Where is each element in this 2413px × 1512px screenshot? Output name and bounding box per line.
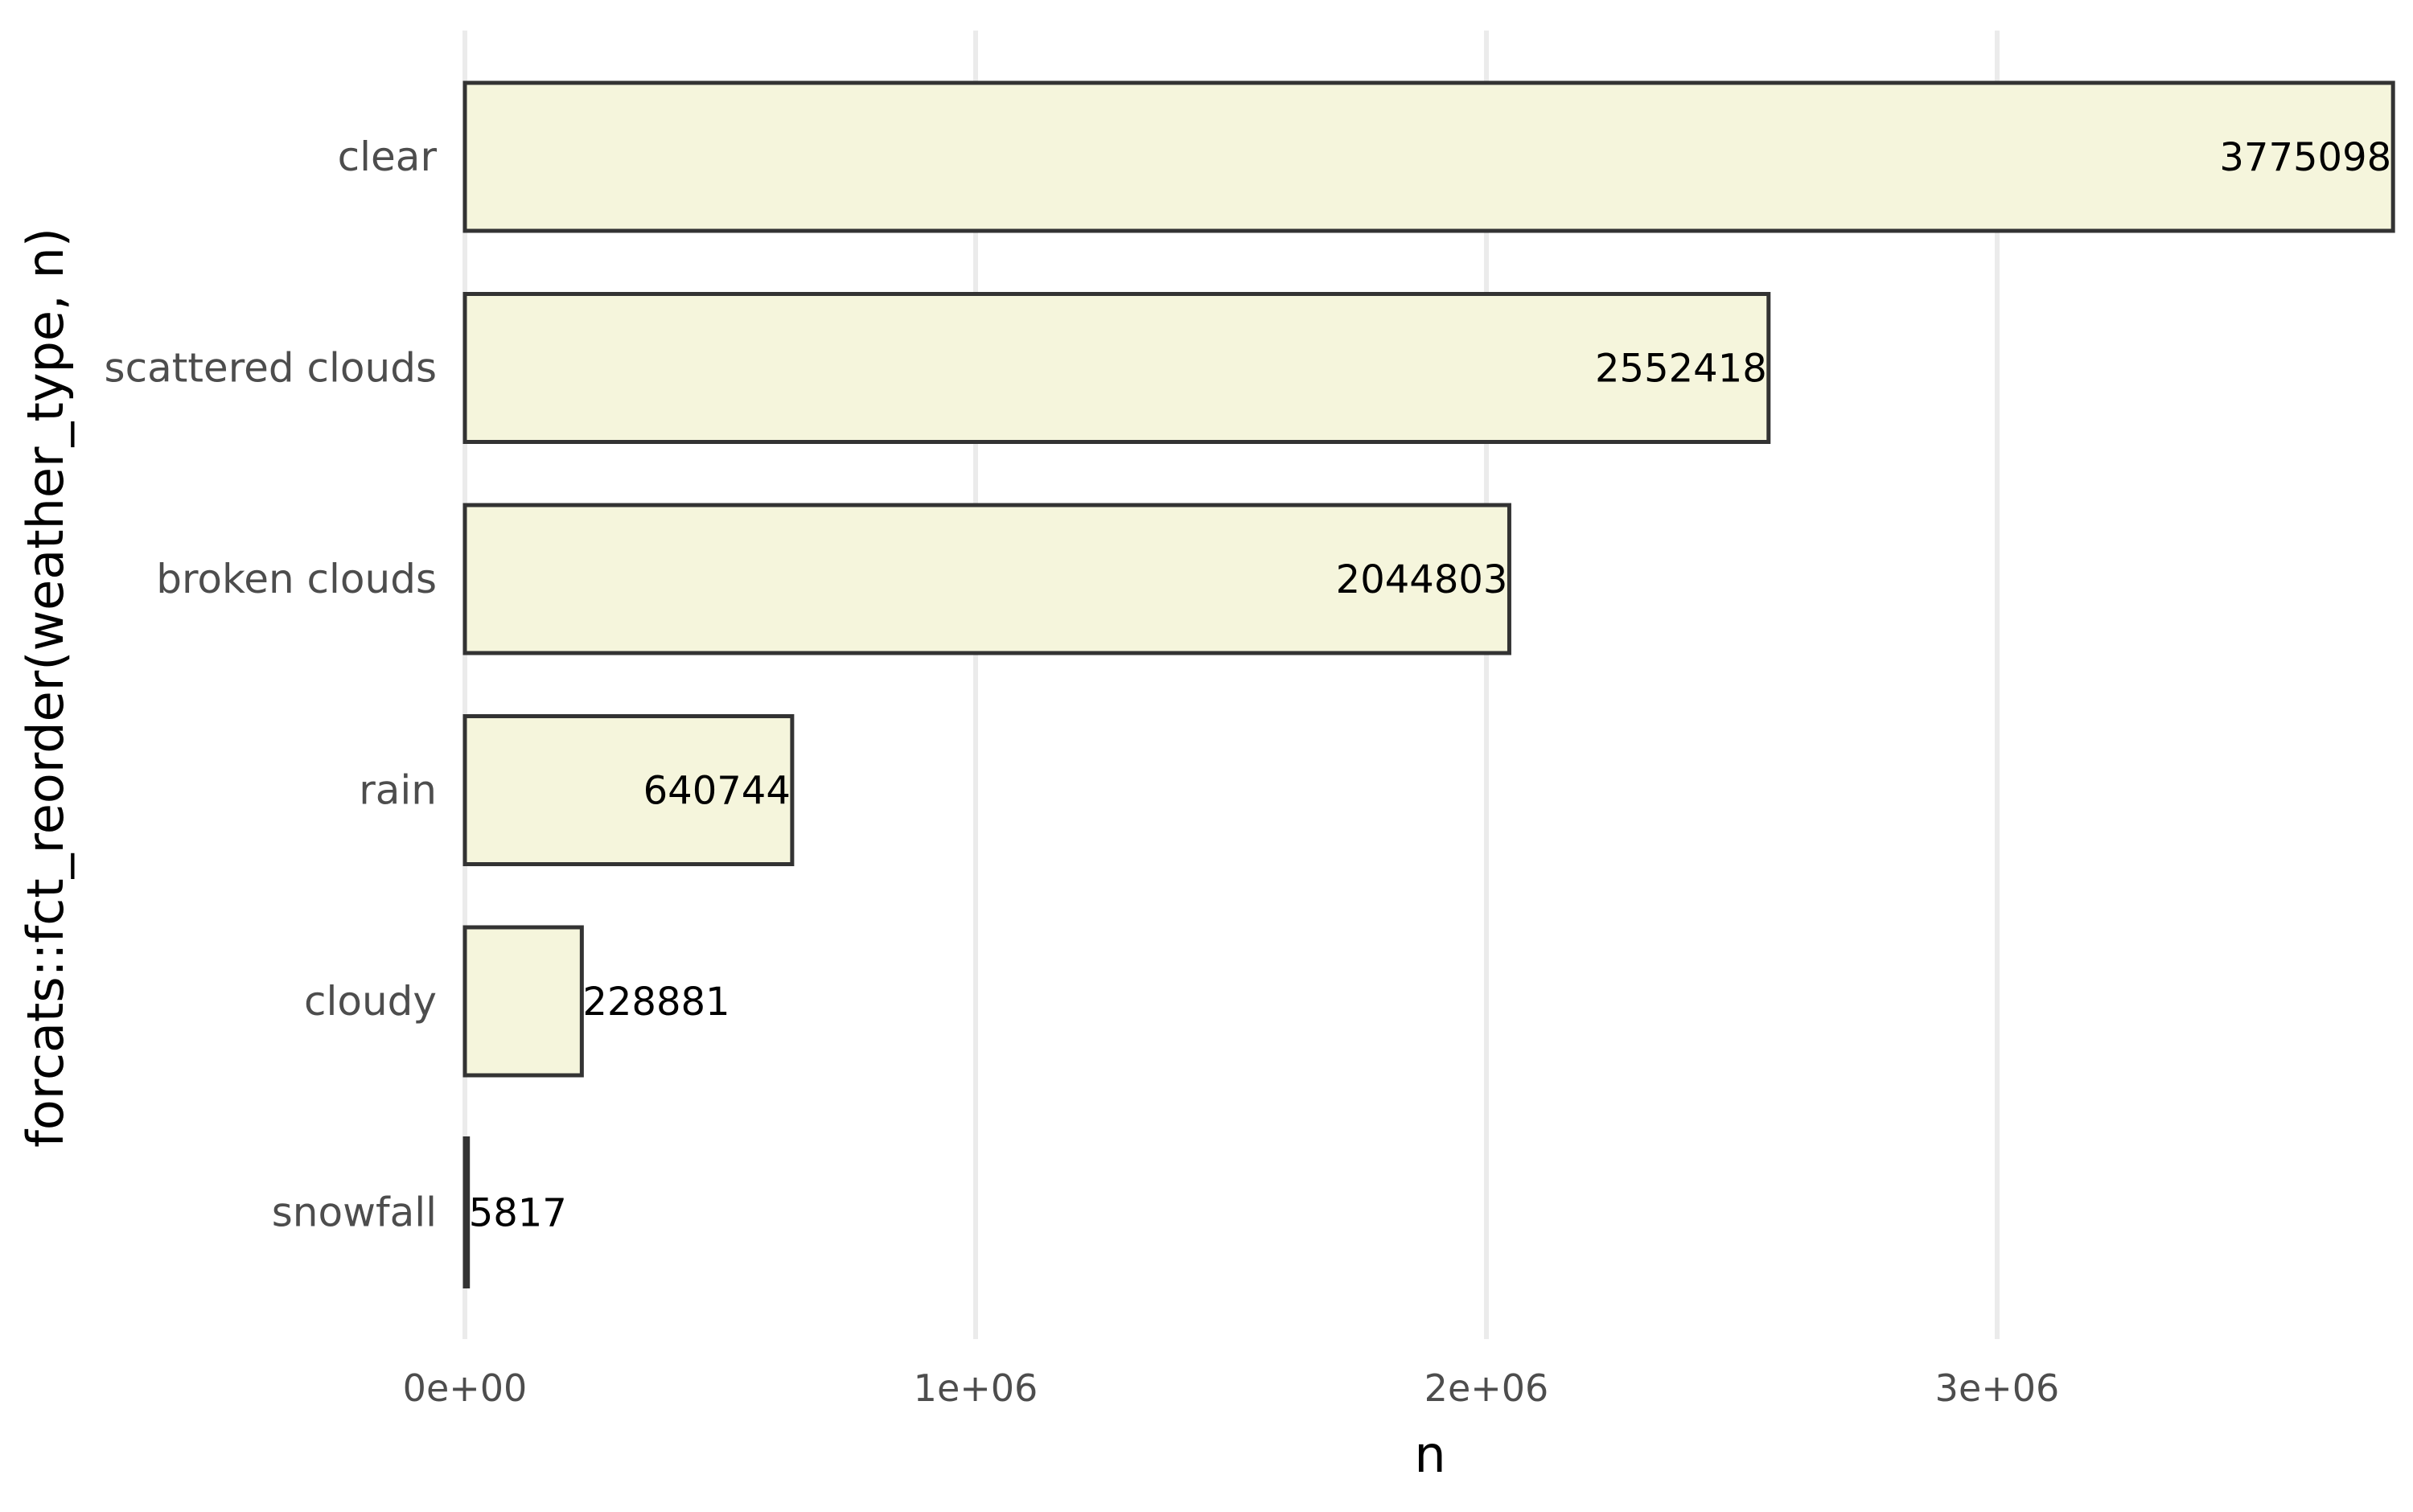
data-label: 2552418 <box>1595 347 1767 392</box>
bar <box>462 80 2395 233</box>
data-label: 2044803 <box>1336 557 1508 602</box>
x-axis-title: n <box>1414 1425 1445 1484</box>
x-tick-label: 1e+06 <box>914 1366 1038 1410</box>
data-label: 228881 <box>582 980 730 1025</box>
x-tick-labels: 0e+00 1e+06 2e+06 3e+06 <box>403 1366 2060 1410</box>
bars <box>462 80 2395 1288</box>
category-label: snowfall <box>272 1189 437 1236</box>
category-label: clear <box>338 134 438 180</box>
bar <box>462 714 795 866</box>
category-label: cloudy <box>304 978 437 1025</box>
data-label: 5817 <box>469 1191 567 1236</box>
category-label: broken clouds <box>156 556 437 602</box>
bar <box>462 1136 471 1288</box>
grid-lines <box>462 31 2000 1339</box>
category-labels: clear scattered clouds broken clouds rain cl… <box>105 134 438 1236</box>
data-label: 3775098 <box>2219 135 2391 180</box>
data-label: 640744 <box>643 769 791 814</box>
x-tick-label: 0e+00 <box>403 1366 528 1410</box>
bar <box>462 503 1511 655</box>
x-tick-label: 2e+06 <box>1424 1366 1549 1410</box>
bar <box>462 925 584 1078</box>
y-axis-title: forcats::fct_reorder(weather_type, n) <box>16 228 75 1148</box>
category-label: scattered clouds <box>105 345 437 392</box>
category-label: rain <box>359 767 437 814</box>
bar <box>462 292 1771 444</box>
x-tick-label: 3e+06 <box>1935 1366 2060 1410</box>
data-labels: 3775098 2552418 2044803 640744 228881 5817 <box>469 135 2391 1236</box>
